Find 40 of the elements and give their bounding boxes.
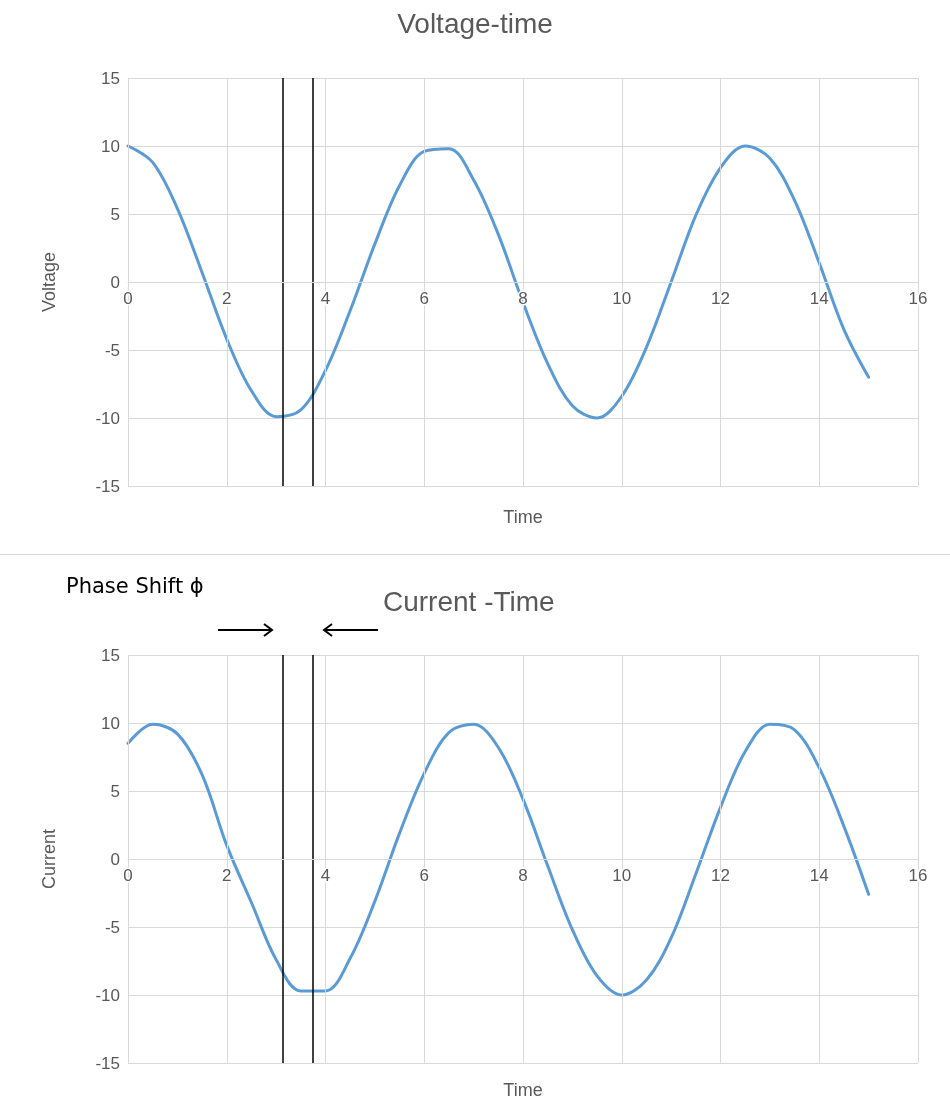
- x-tick-label: 6: [419, 866, 429, 885]
- y-axis-title: Current: [39, 828, 59, 890]
- x-tick-label: 0: [123, 866, 133, 885]
- text: Phase Shift ϕ: [66, 574, 204, 598]
- y-tick-label: -10: [95, 985, 120, 1005]
- y-tick-label: 0: [110, 272, 120, 292]
- line-series: [126, 144, 871, 420]
- x-tick-label: 2: [222, 866, 232, 885]
- y-tick-label: 10: [101, 713, 120, 733]
- x-tick-label: 4: [320, 866, 331, 885]
- x-tick-label: 8: [518, 866, 528, 885]
- y-tick-label: -15: [95, 1053, 120, 1073]
- x-tick-label: 14: [809, 289, 829, 308]
- y-tick-label: 10: [101, 136, 120, 156]
- x-tick-label: 14: [809, 866, 829, 885]
- y-tick-label: 5: [110, 781, 120, 801]
- x-axis-title: Time: [503, 1080, 543, 1098]
- x-axis-title: Time: [503, 507, 543, 527]
- x-tick-label: 2: [222, 289, 232, 308]
- x-tick-label: 16: [908, 866, 928, 885]
- y-tick-label: -15: [95, 476, 120, 496]
- x-tick-label: 4: [320, 289, 331, 308]
- y-tick-label: -5: [104, 340, 120, 360]
- x-tick-label: 12: [711, 289, 730, 308]
- y-tick-label: 15: [101, 645, 120, 665]
- y-tick-label: -10: [95, 408, 120, 428]
- x-tick-label: 16: [908, 289, 928, 308]
- y-tick-label: -5: [104, 917, 120, 937]
- y-tick-label: 0: [110, 849, 120, 869]
- x-tick-label: 10: [612, 866, 632, 885]
- x-tick-label: 6: [419, 289, 429, 308]
- x-tick-label: 10: [612, 289, 632, 308]
- x-tick-label: 0: [123, 289, 133, 308]
- y-tick-label: 5: [110, 204, 120, 224]
- line-series: [126, 722, 871, 997]
- chart-title: Current -Time: [383, 585, 555, 617]
- y-axis-title: Voltage: [39, 251, 59, 313]
- chart-title: Voltage-time: [397, 7, 553, 39]
- x-tick-label: 12: [711, 866, 730, 885]
- y-tick-label: 15: [101, 68, 120, 88]
